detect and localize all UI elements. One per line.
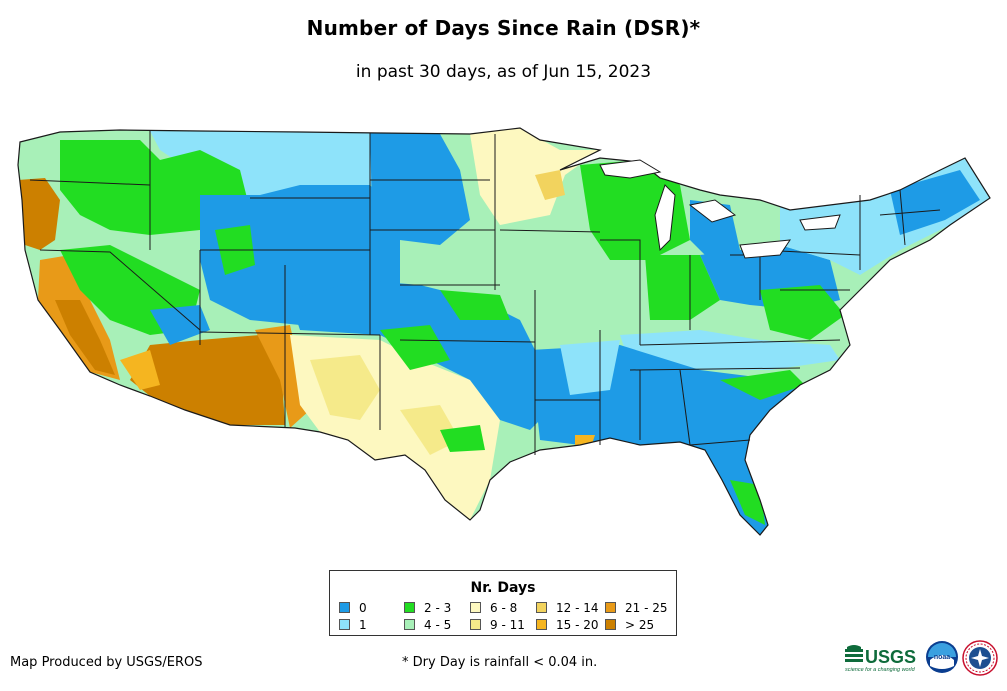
- region-dsr-21-25: [255, 325, 310, 428]
- map-legend: Nr. Days 0 1 2 - 3 4 - 5 6 - 8 9 - 11 12…: [329, 570, 677, 636]
- legend-item-21-25: 21 - 25: [605, 602, 668, 615]
- legend-label: 15 - 20: [556, 618, 599, 632]
- region-dsr-2-3: [645, 255, 720, 320]
- region-dsr-6-8: [470, 128, 600, 225]
- legend-label: 12 - 14: [556, 601, 599, 615]
- legend-item-9-11: 9 - 11: [470, 619, 525, 632]
- map-subtitle: in past 30 days, as of Jun 15, 2023: [355, 62, 652, 82]
- region-dsr-0: [530, 345, 800, 535]
- noaa-logo-text: noaa: [934, 654, 950, 661]
- region-dsr-9-11: [400, 405, 460, 455]
- region-dsr-2-3: [760, 285, 845, 340]
- legend-swatch: [605, 619, 616, 630]
- region-dsr-over-25: [18, 178, 60, 250]
- region-dsr-2-3: [440, 425, 485, 452]
- legend-item-0: 0: [339, 602, 367, 615]
- legend-item-1: 1: [339, 619, 367, 632]
- usgs-logo: USGS science for a changing world: [845, 645, 916, 673]
- legend-label: 0: [359, 601, 367, 615]
- legend-swatch: [470, 602, 481, 613]
- legend-swatch: [339, 619, 350, 630]
- legend-label: 21 - 25: [625, 601, 668, 615]
- legend-label: > 25: [625, 618, 655, 632]
- legend-label: 9 - 11: [490, 618, 525, 632]
- legend-swatch: [536, 619, 547, 630]
- state-borders: [17, 127, 991, 536]
- legend-item-over-25: > 25: [605, 619, 654, 632]
- legend-swatch: [470, 619, 481, 630]
- legend-swatch: [536, 602, 547, 613]
- legend-item-2-3: 2 - 3: [404, 602, 451, 615]
- region-dsr-over-25: [55, 300, 115, 375]
- great-lakes: [599, 159, 841, 259]
- region-dsr-12-14: [535, 170, 565, 200]
- dsr-regions: [18, 128, 990, 535]
- region-dsr-0: [150, 305, 210, 345]
- legend-item-6-8: 6 - 8: [470, 602, 517, 615]
- region-dsr-over-25: [130, 335, 285, 425]
- legend-label: 2 - 3: [424, 601, 452, 615]
- region-dsr-2-3: [380, 325, 450, 370]
- nws-logo: [962, 640, 998, 676]
- region-dsr-2-3: [440, 290, 510, 320]
- legend-item-4-5: 4 - 5: [404, 619, 451, 632]
- legend-swatch: [339, 602, 350, 613]
- map-credit: Map Produced by USGS/EROS: [10, 655, 203, 670]
- region-dsr-0: [370, 133, 470, 245]
- region-dsr-1: [560, 340, 620, 395]
- legend-title: Nr. Days: [470, 580, 536, 596]
- region-dsr-1: [620, 330, 840, 370]
- legend-label: 4 - 5: [424, 618, 452, 632]
- region-dsr-0: [890, 170, 980, 235]
- legend-item-12-14: 12 - 14: [536, 602, 599, 615]
- legend-swatch: [404, 619, 415, 630]
- dry-day-footnote: * Dry Day is rainfall < 0.04 in.: [402, 655, 598, 670]
- legend-item-15-20: 15 - 20: [536, 619, 599, 632]
- legend-label: 6 - 8: [490, 601, 518, 615]
- legend-swatch: [605, 602, 616, 613]
- legend-label: 1: [359, 618, 367, 632]
- region-dsr-2-3: [720, 370, 805, 400]
- usgs-tagline: science for a changing world: [845, 667, 916, 673]
- region-dsr-15-20: [120, 350, 160, 390]
- region-dsr-9-11: [310, 355, 380, 420]
- usgs-logo-text: USGS: [865, 647, 916, 667]
- us-dsr-map: [17, 127, 991, 536]
- map-title: Number of Days Since Rain (DSR)*: [306, 16, 701, 40]
- noaa-logo: noaa: [926, 641, 958, 673]
- legend-swatch: [404, 602, 415, 613]
